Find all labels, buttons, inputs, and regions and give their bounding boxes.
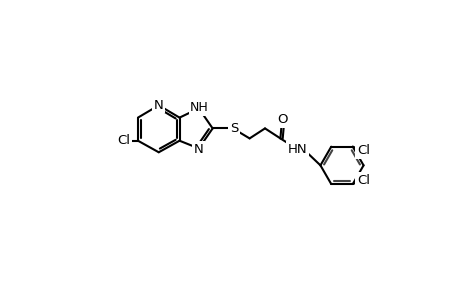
Text: N: N [154, 99, 163, 112]
Text: Cl: Cl [356, 174, 369, 187]
Text: Cl: Cl [118, 134, 130, 147]
Text: Cl: Cl [356, 144, 369, 157]
Text: HN: HN [287, 143, 307, 156]
Text: O: O [277, 113, 287, 126]
Text: N: N [194, 143, 203, 156]
Text: NH: NH [190, 101, 208, 114]
Text: S: S [230, 122, 238, 135]
